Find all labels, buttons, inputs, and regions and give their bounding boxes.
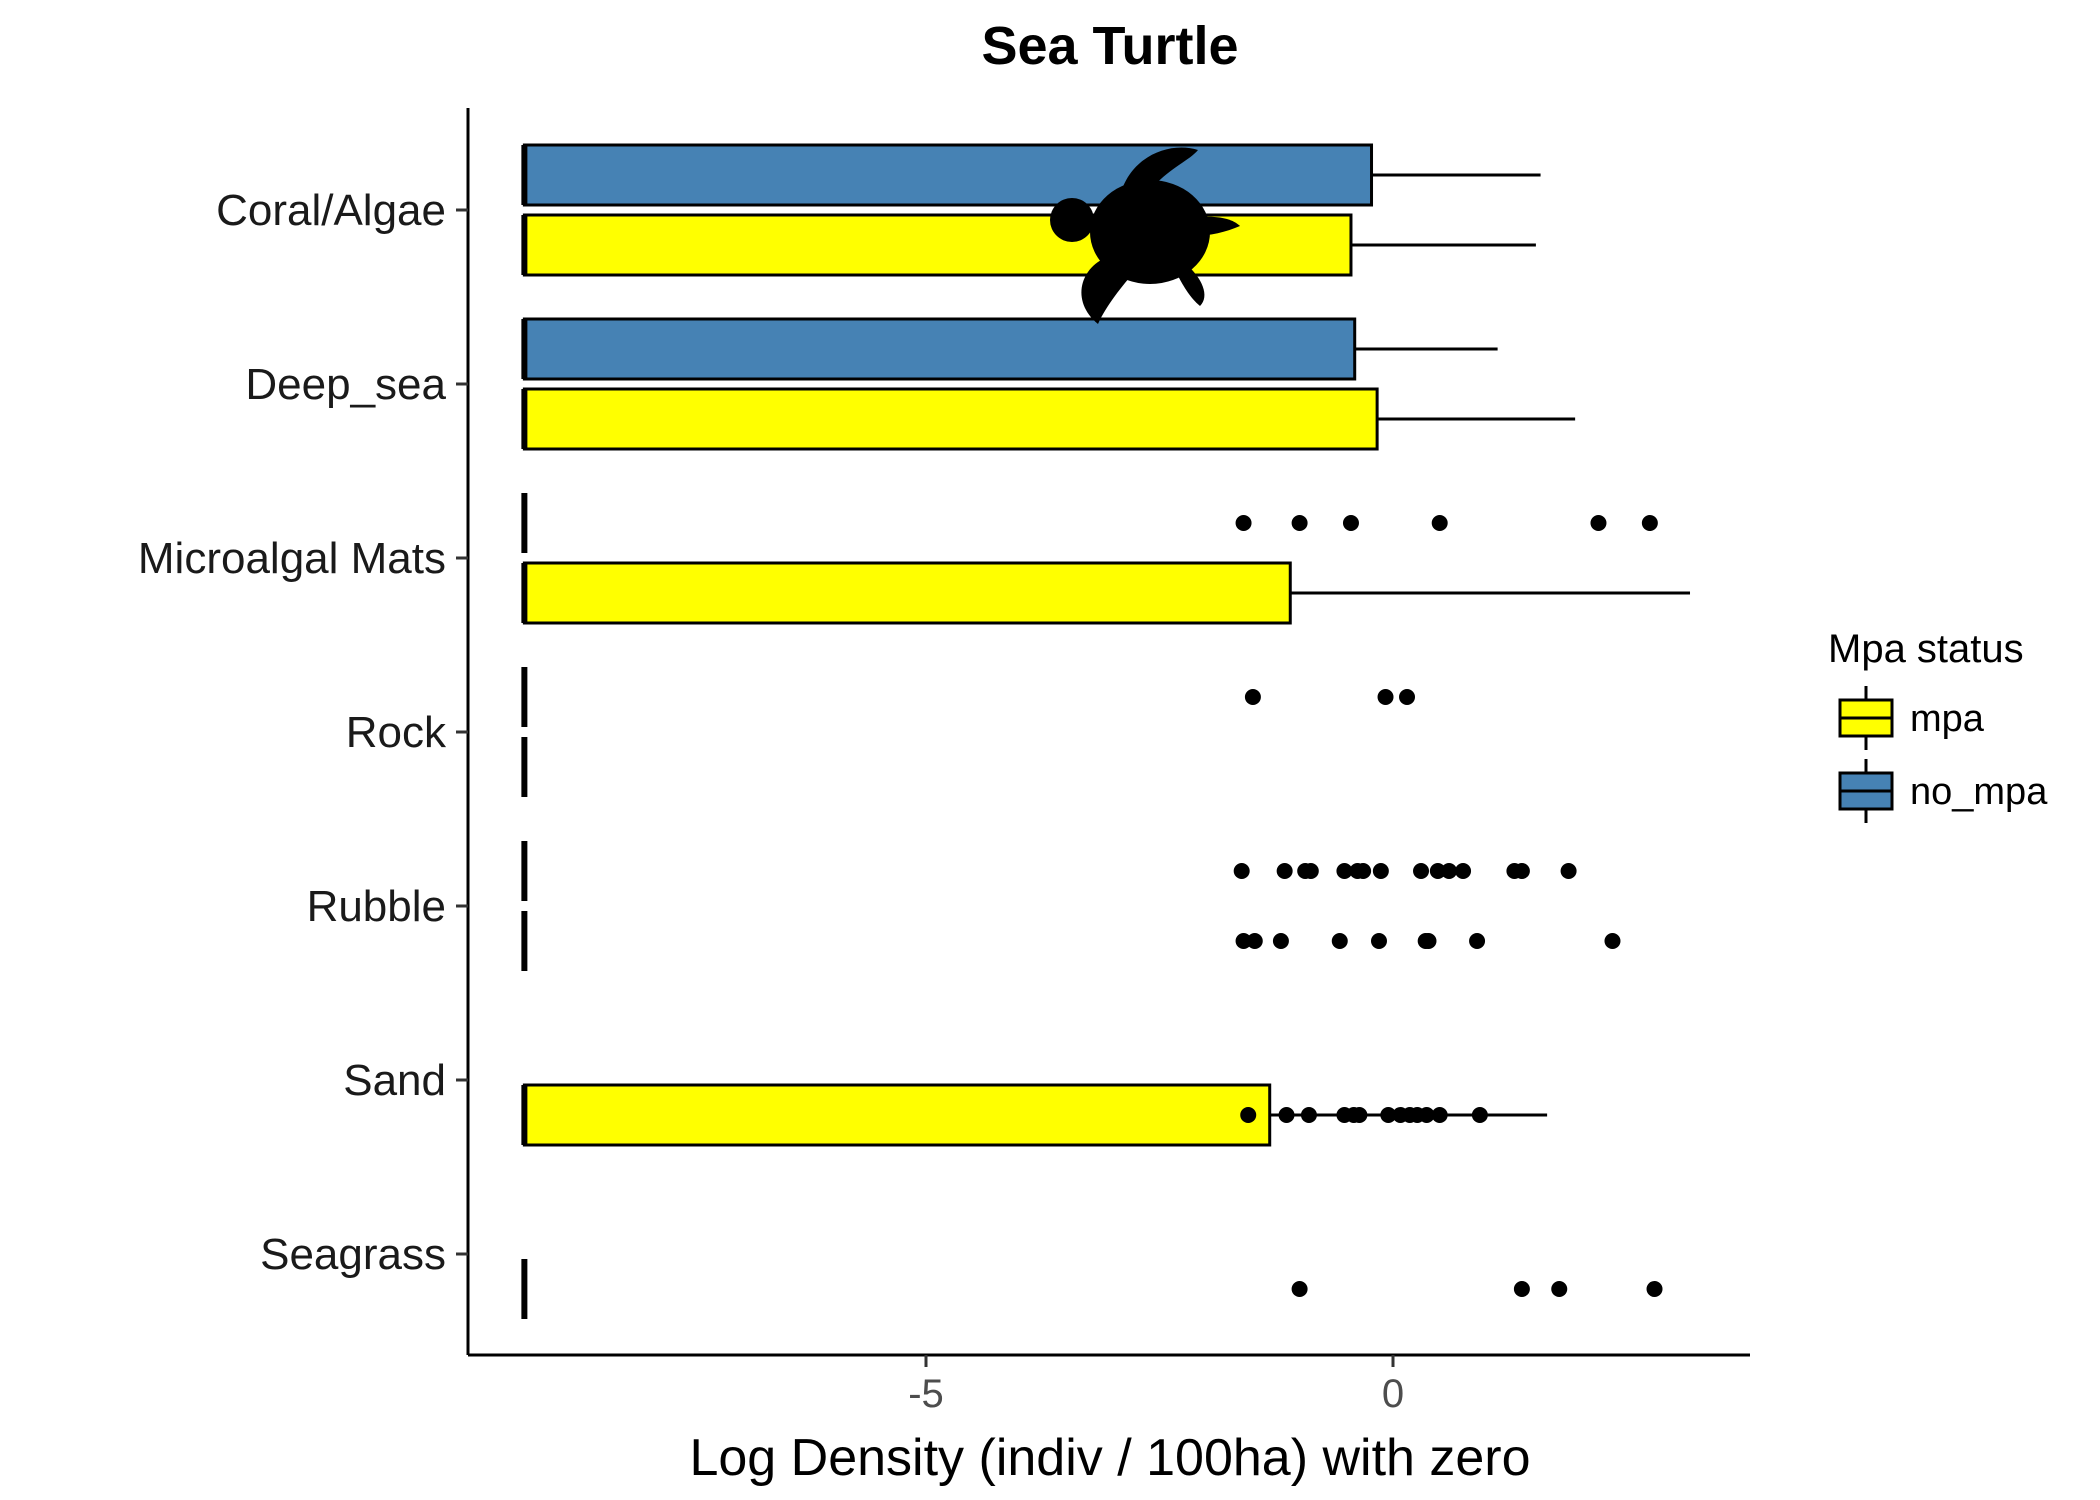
outlier-point [1370, 933, 1387, 949]
legend-label: no_mpa [1910, 771, 2048, 813]
chart-title: Sea Turtle [981, 16, 1238, 76]
box-rect [522, 143, 1374, 207]
outlier-point [1300, 1107, 1317, 1123]
legend-item-mpa: mpa [1838, 686, 1985, 750]
y-tick-label: Rock [346, 708, 447, 757]
box-rect [522, 1083, 1272, 1147]
outlier-point [1235, 933, 1252, 949]
sea-turtle-icon [1050, 147, 1240, 324]
outlier-point [1302, 863, 1319, 879]
outlier-point [1246, 933, 1263, 949]
outlier-point [1291, 1281, 1308, 1297]
outlier-point [1513, 863, 1530, 879]
outlier-point [1513, 1281, 1530, 1297]
outlier-point [1377, 689, 1394, 705]
outlier-point [1355, 863, 1372, 879]
outlier-point [1413, 863, 1430, 879]
outlier-point [1455, 863, 1472, 879]
outlier-point [1291, 515, 1308, 531]
box-mpa [521, 387, 1576, 451]
outlier-point [1604, 933, 1621, 949]
y-tick-label: Coral/Algae [216, 186, 446, 235]
outlier-point [1471, 1107, 1488, 1123]
box-no_mpa [521, 667, 1416, 727]
box-rect [522, 387, 1379, 451]
y-tick-label: Sand [343, 1056, 446, 1105]
outlier-point [1590, 515, 1607, 531]
outlier-point [1431, 1107, 1448, 1123]
legend-label: mpa [1910, 698, 1985, 740]
y-tick-label: Microalgal Mats [138, 534, 446, 583]
x-axis-label: Log Density (indiv / 100ha) with zero [689, 1429, 1530, 1487]
legend-item-no_mpa: no_mpa [1838, 759, 2048, 823]
x-tick-label: 0 [1382, 1372, 1404, 1416]
box-rect [522, 561, 1292, 625]
outlier-point [1336, 863, 1353, 879]
outlier-point [1641, 515, 1658, 531]
outlier-point [1551, 1281, 1568, 1297]
outlier-point [1233, 863, 1250, 879]
x-tick-label: -5 [908, 1372, 944, 1416]
outlier-point [1469, 933, 1486, 949]
outlier-point [1429, 863, 1446, 879]
box-no_mpa [521, 143, 1541, 207]
box-mpa [521, 1259, 1663, 1319]
outlier-point [1244, 689, 1261, 705]
y-tick-label: Rubble [307, 882, 446, 931]
outlier-point [1560, 863, 1577, 879]
outlier-point [1342, 515, 1359, 531]
outlier-point [1351, 1107, 1368, 1123]
box-no_mpa [521, 841, 1577, 901]
box-mpa [521, 1083, 1548, 1147]
outlier-point [1331, 933, 1348, 949]
y-tick-label: Seagrass [260, 1230, 446, 1279]
box-no_mpa [521, 317, 1498, 381]
outlier-point [1276, 863, 1293, 879]
outlier-point [1240, 1107, 1257, 1123]
outlier-point [1441, 863, 1458, 879]
legend: Mpa status mpa no_mpa [1828, 627, 2048, 823]
outlier-point [1235, 515, 1252, 531]
box-mpa [521, 561, 1691, 625]
outlier-point [1272, 933, 1289, 949]
box-mpa [521, 213, 1536, 277]
legend-title: Mpa status [1828, 627, 2024, 671]
y-tick-label: Deep_sea [245, 360, 446, 409]
outlier-point [1278, 1107, 1295, 1123]
box-rect [522, 317, 1357, 381]
outlier-point [1431, 515, 1448, 531]
outlier-point [1372, 863, 1389, 879]
outlier-point [1646, 1281, 1663, 1297]
outlier-point [1399, 689, 1416, 705]
box-mpa [521, 911, 1621, 971]
box-no_mpa [521, 493, 1658, 553]
outlier-point [1420, 933, 1437, 949]
plot-panel: Coral/Algae Deep_sea Microalgal Mats Rock Ru… [138, 108, 1750, 1416]
outlier-point [1418, 1107, 1435, 1123]
outlier-point [1380, 1107, 1397, 1123]
